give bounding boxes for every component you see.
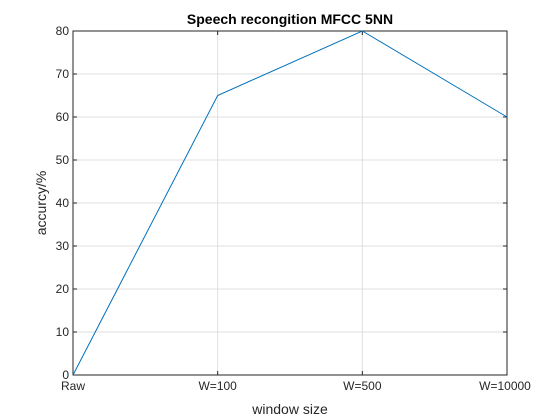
series-line — [72, 30, 508, 376]
y-tick-label: 80 — [56, 24, 70, 38]
x-tick-label: W=500 — [343, 379, 382, 393]
y-tick-label: 20 — [56, 282, 70, 296]
y-tick-label: 30 — [56, 239, 70, 253]
y-tick-label: 60 — [56, 110, 70, 124]
y-tick-label: 10 — [56, 325, 70, 339]
chart-title: Speech recongition MFCC 5NN — [187, 11, 393, 27]
x-axis-label: window size — [251, 401, 328, 417]
series-layer — [72, 30, 508, 376]
x-tick-label: Raw — [61, 379, 85, 393]
y-tick-label: 40 — [56, 196, 70, 210]
ticks: 0 10 20 30 40 50 60 70 80 Raw W=100 W=500 W=10000 — [56, 24, 532, 393]
y-tick-label: 50 — [56, 153, 70, 167]
y-tick-label: 0 — [62, 368, 69, 382]
x-tick-label: W=100 — [198, 379, 237, 393]
y-axis-label: accurcy/% — [33, 171, 49, 236]
y-tick-label: 70 — [56, 67, 70, 81]
x-tick-label: W=10000 — [479, 379, 531, 393]
